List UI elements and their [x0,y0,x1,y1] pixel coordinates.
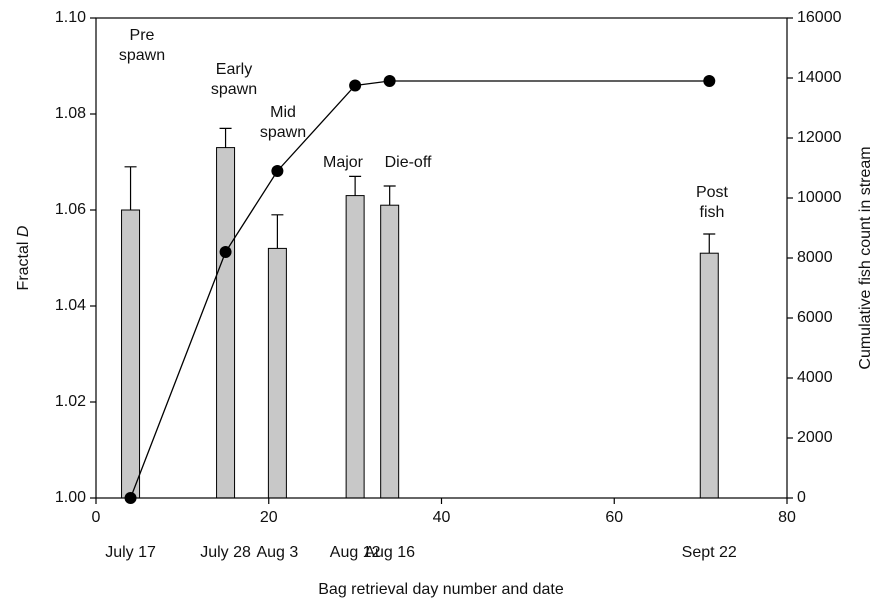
x-tick-label: 40 [433,509,451,526]
y-tick-label: 1.06 [55,201,86,218]
y-label-symbol: D [15,225,32,237]
line-marker [383,75,396,87]
x-tick-label: 80 [778,509,796,526]
error-bar [383,185,396,206]
annotation: Pre [130,27,155,44]
y-tick-label: 1.00 [55,489,86,506]
annotation: Major [323,154,364,171]
annotation: fish [700,204,725,221]
line-marker [124,492,137,504]
x-tick-label: 0 [92,509,101,526]
error-bar [219,127,232,148]
x-axis-label: Bag retrieval day number and date [318,581,564,598]
annotation: Early [216,61,252,78]
cumulative-line [129,80,710,499]
bar [267,247,287,499]
error-bar [271,214,284,249]
date-label: Aug 3 [256,544,298,561]
annotation: Mid [270,104,296,121]
error-bar [703,233,716,254]
date-label: Aug 12 [330,544,381,561]
plot-frame [95,17,788,499]
line-marker [271,165,284,177]
bar [699,252,719,499]
annotation: Post [696,184,729,201]
line-marker [349,79,362,92]
bar [380,204,400,499]
y-tick-label: 1.04 [55,297,86,314]
bar [345,195,365,499]
y2-tick-label: 6000 [797,309,833,326]
line-marker [703,75,716,87]
y-axis-label: Fractal D [15,225,32,290]
date-label: July 17 [105,544,156,561]
x-tick-label: 60 [605,509,623,526]
annotation: Die-off [385,154,432,171]
date-label: Sept 22 [682,544,737,561]
bar [216,147,236,499]
y-tick-label: 1.08 [55,105,86,122]
line-marker [219,246,232,258]
y2-tick-label: 4000 [797,369,833,386]
annotation: spawn [211,81,257,98]
bar [121,209,141,499]
y2-tick-label: 16000 [797,9,842,26]
y2-tick-label: 8000 [797,249,833,266]
error-bar [124,166,137,210]
error-bar [349,175,362,196]
y-tick-label: 1.10 [55,9,86,26]
y2-tick-label: 12000 [797,129,842,146]
y-tick-label: 1.02 [55,393,86,410]
annotation: spawn [260,124,306,141]
y2-axis-label: Cumulative fish count in stream [857,146,874,369]
x-tick-label: 20 [260,509,278,526]
y2-tick-label: 14000 [797,69,842,86]
y2-tick-label: 10000 [797,189,842,206]
date-label: July 28 [200,544,251,561]
y2-tick-label: 2000 [797,429,833,446]
y2-tick-label: 0 [797,489,806,506]
y-label-text: Fractal [15,242,32,291]
date-label: Aug 16 [364,544,415,561]
annotation: spawn [119,47,165,64]
